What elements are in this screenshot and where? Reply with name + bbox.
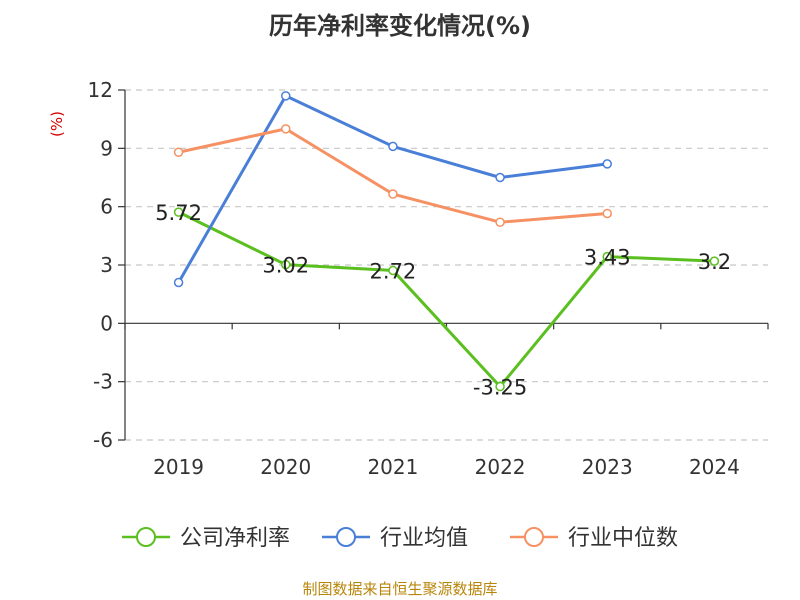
x-tick-label: 2019 <box>153 455 204 479</box>
series-line <box>177 210 715 389</box>
data-labels: 5.72 3.02 2.72 -3.25 3.43 3.2 <box>155 201 731 399</box>
data-source-note: 制图数据来自恒生聚源数据库 <box>302 580 498 598</box>
x-tick-label: 2020 <box>260 455 311 479</box>
legend-label: 行业中位数 <box>568 526 678 551</box>
y-axis-unit: (%) <box>48 111 66 137</box>
legend-item-0: 公司净利率 <box>122 526 290 551</box>
data-label: 5.72 <box>155 201 202 225</box>
data-point <box>602 208 612 219</box>
data-point <box>388 141 398 152</box>
x-tick-label: 2022 <box>475 455 526 479</box>
legend-item-1: 行业均值 <box>322 526 468 551</box>
series-0 <box>173 207 720 392</box>
y-tick-label: 9 <box>100 136 113 160</box>
y-tick-label: 3 <box>100 253 113 277</box>
data-point <box>388 189 398 199</box>
series-line <box>177 94 608 284</box>
data-point <box>495 381 505 392</box>
series-lines <box>173 91 720 392</box>
x-tick-label: 2021 <box>367 455 418 479</box>
data-point <box>388 265 398 276</box>
data-point <box>281 91 291 101</box>
legend-item-2: 行业中位数 <box>510 526 678 551</box>
data-point <box>602 159 612 169</box>
legend-label: 公司净利率 <box>180 526 290 551</box>
y-tick-labels: 12 9 6 3 0 -3 -6 <box>88 78 113 452</box>
data-point <box>709 256 720 266</box>
x-tick-labels: 2019 2020 2021 2022 2023 2024 <box>153 455 740 479</box>
data-label: -3.25 <box>473 376 527 400</box>
series-1 <box>173 91 612 288</box>
data-point <box>602 251 612 262</box>
x-tick-label: 2023 <box>582 455 633 479</box>
y-tick-label: 0 <box>100 311 113 335</box>
data-label: 3.02 <box>262 254 309 278</box>
y-tick-label: 12 <box>88 78 113 102</box>
data-label: 2.72 <box>370 259 417 283</box>
legend: 公司净利率 行业均值 行业中位数 <box>122 526 678 551</box>
data-label: 3.43 <box>584 246 631 270</box>
y-tick-label: -3 <box>93 370 113 394</box>
chart-title: 历年净利率变化情况(%) <box>269 12 531 40</box>
y-tick-label: 6 <box>100 195 113 219</box>
x-tick-label: 2024 <box>689 455 740 479</box>
y-tick-label: -6 <box>93 428 113 452</box>
data-point <box>173 207 184 217</box>
data-point <box>173 277 184 288</box>
data-point <box>495 172 505 183</box>
legend-marker <box>524 527 544 547</box>
data-label: 3.2 <box>698 250 731 274</box>
legend-label: 行业均值 <box>380 526 468 551</box>
legend-marker <box>136 527 156 547</box>
data-point <box>173 147 184 157</box>
series-2 <box>173 124 612 227</box>
data-point <box>281 259 291 270</box>
data-point <box>281 124 291 134</box>
data-point <box>495 217 505 227</box>
legend-marker <box>336 527 356 547</box>
